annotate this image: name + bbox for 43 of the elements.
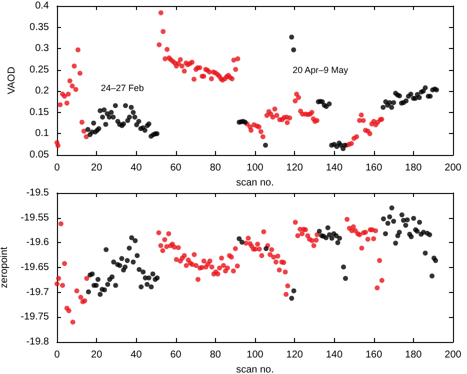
x-tick-label: 0 [54,350,60,360]
x-tick-label: 120 [286,350,304,360]
annotation: 24–27 Feb [100,82,144,93]
x-tick-label: 140 [326,162,343,174]
y-tick-label: 0.25 [30,64,50,76]
x-axis-title: scan no. [236,364,274,374]
y-tick-label: -19.55 [20,212,50,224]
x-tick-label: 140 [326,350,343,360]
y-tick-label: 0.1 [35,128,50,140]
y-tick-label: 0.05 [30,150,50,160]
x-tick-label: 100 [246,350,264,360]
y-tick-label: -19.8 [26,336,50,348]
y-tick-label: -19.5 [26,188,50,198]
y-tick-label: 0.2 [35,86,50,97]
x-tick-label: 180 [405,350,422,360]
x-axis-title: scan no. [236,177,274,188]
y-axis-title: VAOD [6,66,18,94]
y-tick-label: -19.75 [20,312,50,323]
y-tick-label: 0.3 [35,43,50,54]
y-tick-label: -19.65 [20,262,50,273]
y-tick-label: -19.7 [26,286,50,298]
y-tick-label: 0.4 [35,0,50,12]
x-tick-label: 160 [365,350,383,360]
x-tick-label: 20 [91,162,103,174]
y-tick-label: -19.6 [26,237,50,248]
x-tick-label: 80 [210,162,222,174]
x-tick-label: 160 [365,162,383,174]
annotation: 20 Apr–9 May [292,65,349,76]
x-tick-label: 40 [130,350,142,360]
x-tick-label: 180 [405,162,422,174]
x-tick-label: 100 [246,162,264,174]
x-tick-label: 60 [170,350,182,360]
y-axis-title: zeropoint [0,246,10,288]
y-tick-label: 0.15 [30,106,50,118]
x-tick-label: 60 [170,162,182,174]
x-tick-label: 200 [444,350,462,360]
x-tick-label: 20 [91,350,103,360]
x-tick-label: 200 [444,162,462,174]
y-tick-label: 0.35 [30,22,50,33]
x-tick-label: 80 [210,350,222,360]
x-tick-label: 40 [130,162,142,174]
x-tick-label: 0 [54,162,60,174]
x-tick-label: 120 [286,162,304,174]
